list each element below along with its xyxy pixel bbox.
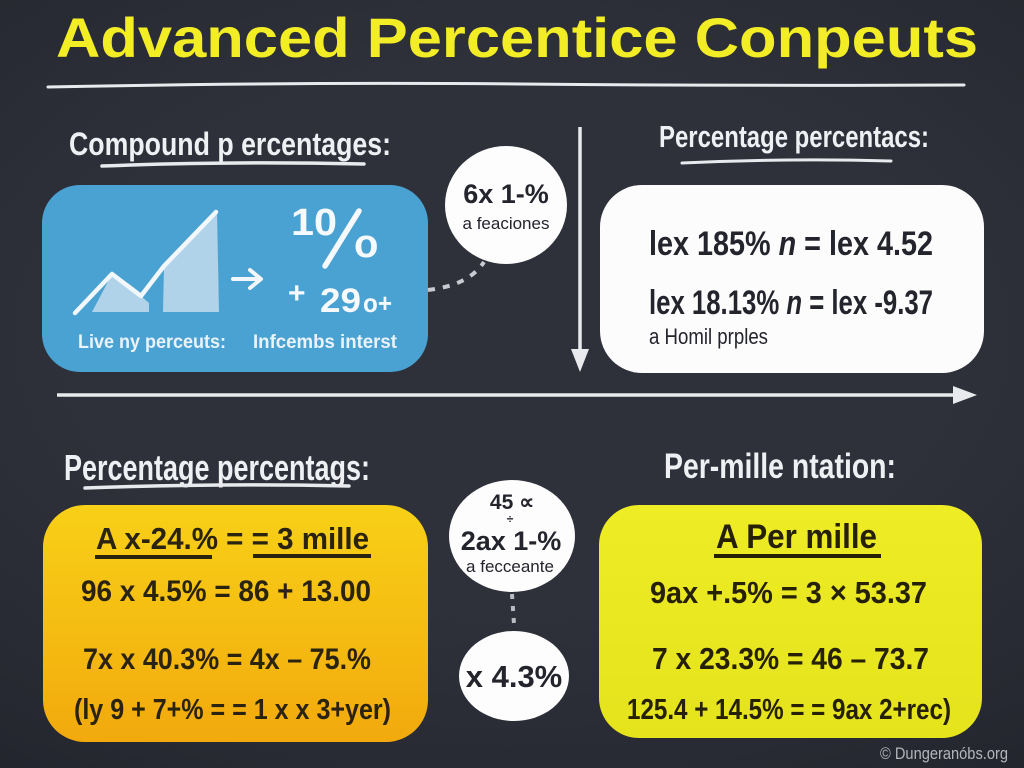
svg-text:+: +	[288, 277, 306, 310]
svg-text:7 x 23.3% = 46 – 73.7: 7 x 23.3% = 46 – 73.7	[652, 641, 929, 676]
svg-text:125.4 + 14.5% = = 9ax 2+rec): 125.4 + 14.5% = = 9ax 2+rec)	[627, 694, 951, 726]
svg-text:Per-mille ntation:: Per-mille ntation:	[664, 447, 896, 486]
svg-text:Infcembs interst: Infcembs interst	[253, 332, 398, 353]
svg-text:x 4.3%: x 4.3%	[466, 659, 563, 694]
svg-text:© Dungeranóbs.org: © Dungeranóbs.org	[880, 744, 1008, 763]
svg-text:7x x 40.3% = 4x – 75.%: 7x x 40.3% = 4x – 75.%	[83, 643, 371, 676]
svg-text:lex 18.13% n = lex -9.37: lex 18.13% n = lex -9.37	[649, 284, 933, 322]
svg-text:lex 185% n = lex 4.52: lex 185% n = lex 4.52	[649, 225, 933, 263]
svg-text:96 x 4.5% = 86 + 13.00: 96 x 4.5% = 86 + 13.00	[81, 575, 371, 608]
svg-text:Advanced Percentice Conpeuts: Advanced Percentice Conpeuts	[56, 6, 978, 69]
svg-text:29: 29	[320, 282, 361, 320]
svg-text:a Homil prples: a Homil prples	[649, 324, 768, 349]
svg-text:a fecceante: a fecceante	[466, 557, 554, 576]
svg-text:10: 10	[291, 202, 337, 244]
svg-text:÷: ÷	[507, 512, 514, 526]
svg-text:6x 1-%: 6x 1-%	[463, 179, 549, 209]
svg-text:Live ny perceuts:: Live ny perceuts:	[78, 332, 226, 353]
svg-text:A x-24.% = = 3 mille: A x-24.% = = 3 mille	[96, 521, 369, 556]
svg-text:2ax 1-%: 2ax 1-%	[461, 526, 562, 556]
svg-text:(ly 9 + 7+% = = 1 x x 3+yer): (ly 9 + 7+% = = 1 x x 3+yer)	[74, 694, 391, 726]
svg-text:45 ∝: 45 ∝	[490, 491, 534, 514]
svg-text:Compound p ercentages:: Compound p ercentages:	[69, 126, 391, 162]
svg-text:a feaciones: a feaciones	[463, 214, 550, 233]
svg-text:9ax +.5% = 3 × 53.37: 9ax +.5% = 3 × 53.37	[650, 575, 927, 610]
svg-text:Percentage percentacs:: Percentage percentacs:	[659, 119, 929, 154]
svg-text:Percentage percentags:: Percentage percentags:	[64, 447, 370, 488]
svg-text:o: o	[354, 222, 378, 266]
svg-text:o+: o+	[363, 288, 392, 318]
svg-text:A Per mille: A Per mille	[716, 518, 877, 556]
